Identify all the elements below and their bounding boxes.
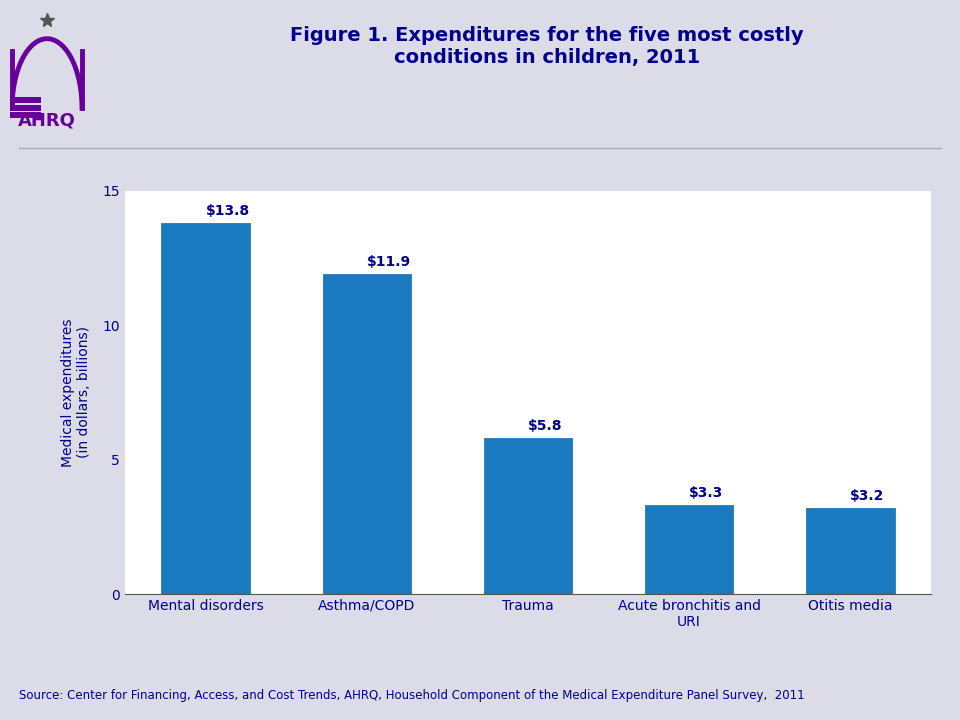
Bar [10,105,40,111]
Text: $13.8: $13.8 [205,204,250,218]
Bar [161,223,250,594]
Bar [323,274,411,594]
Y-axis label: Medical expenditures
(in dollars, billions): Medical expenditures (in dollars, billio… [61,318,91,467]
Text: Figure 1. Expenditures for the five most costly
conditions in children, 2011: Figure 1. Expenditures for the five most… [290,27,804,67]
Text: AHRQ: AHRQ [18,112,76,130]
Text: Source: Center for Financing, Access, and Cost Trends, AHRQ, Household Component: Source: Center for Financing, Access, an… [19,689,804,702]
Bar [484,438,572,594]
Bar [10,97,40,103]
Bar [10,112,40,118]
Text: $3.2: $3.2 [851,489,884,503]
Text: $11.9: $11.9 [367,256,411,269]
Bar [806,508,895,594]
Text: $5.8: $5.8 [528,419,563,433]
Bar [645,505,733,594]
Text: $3.3: $3.3 [689,487,724,500]
